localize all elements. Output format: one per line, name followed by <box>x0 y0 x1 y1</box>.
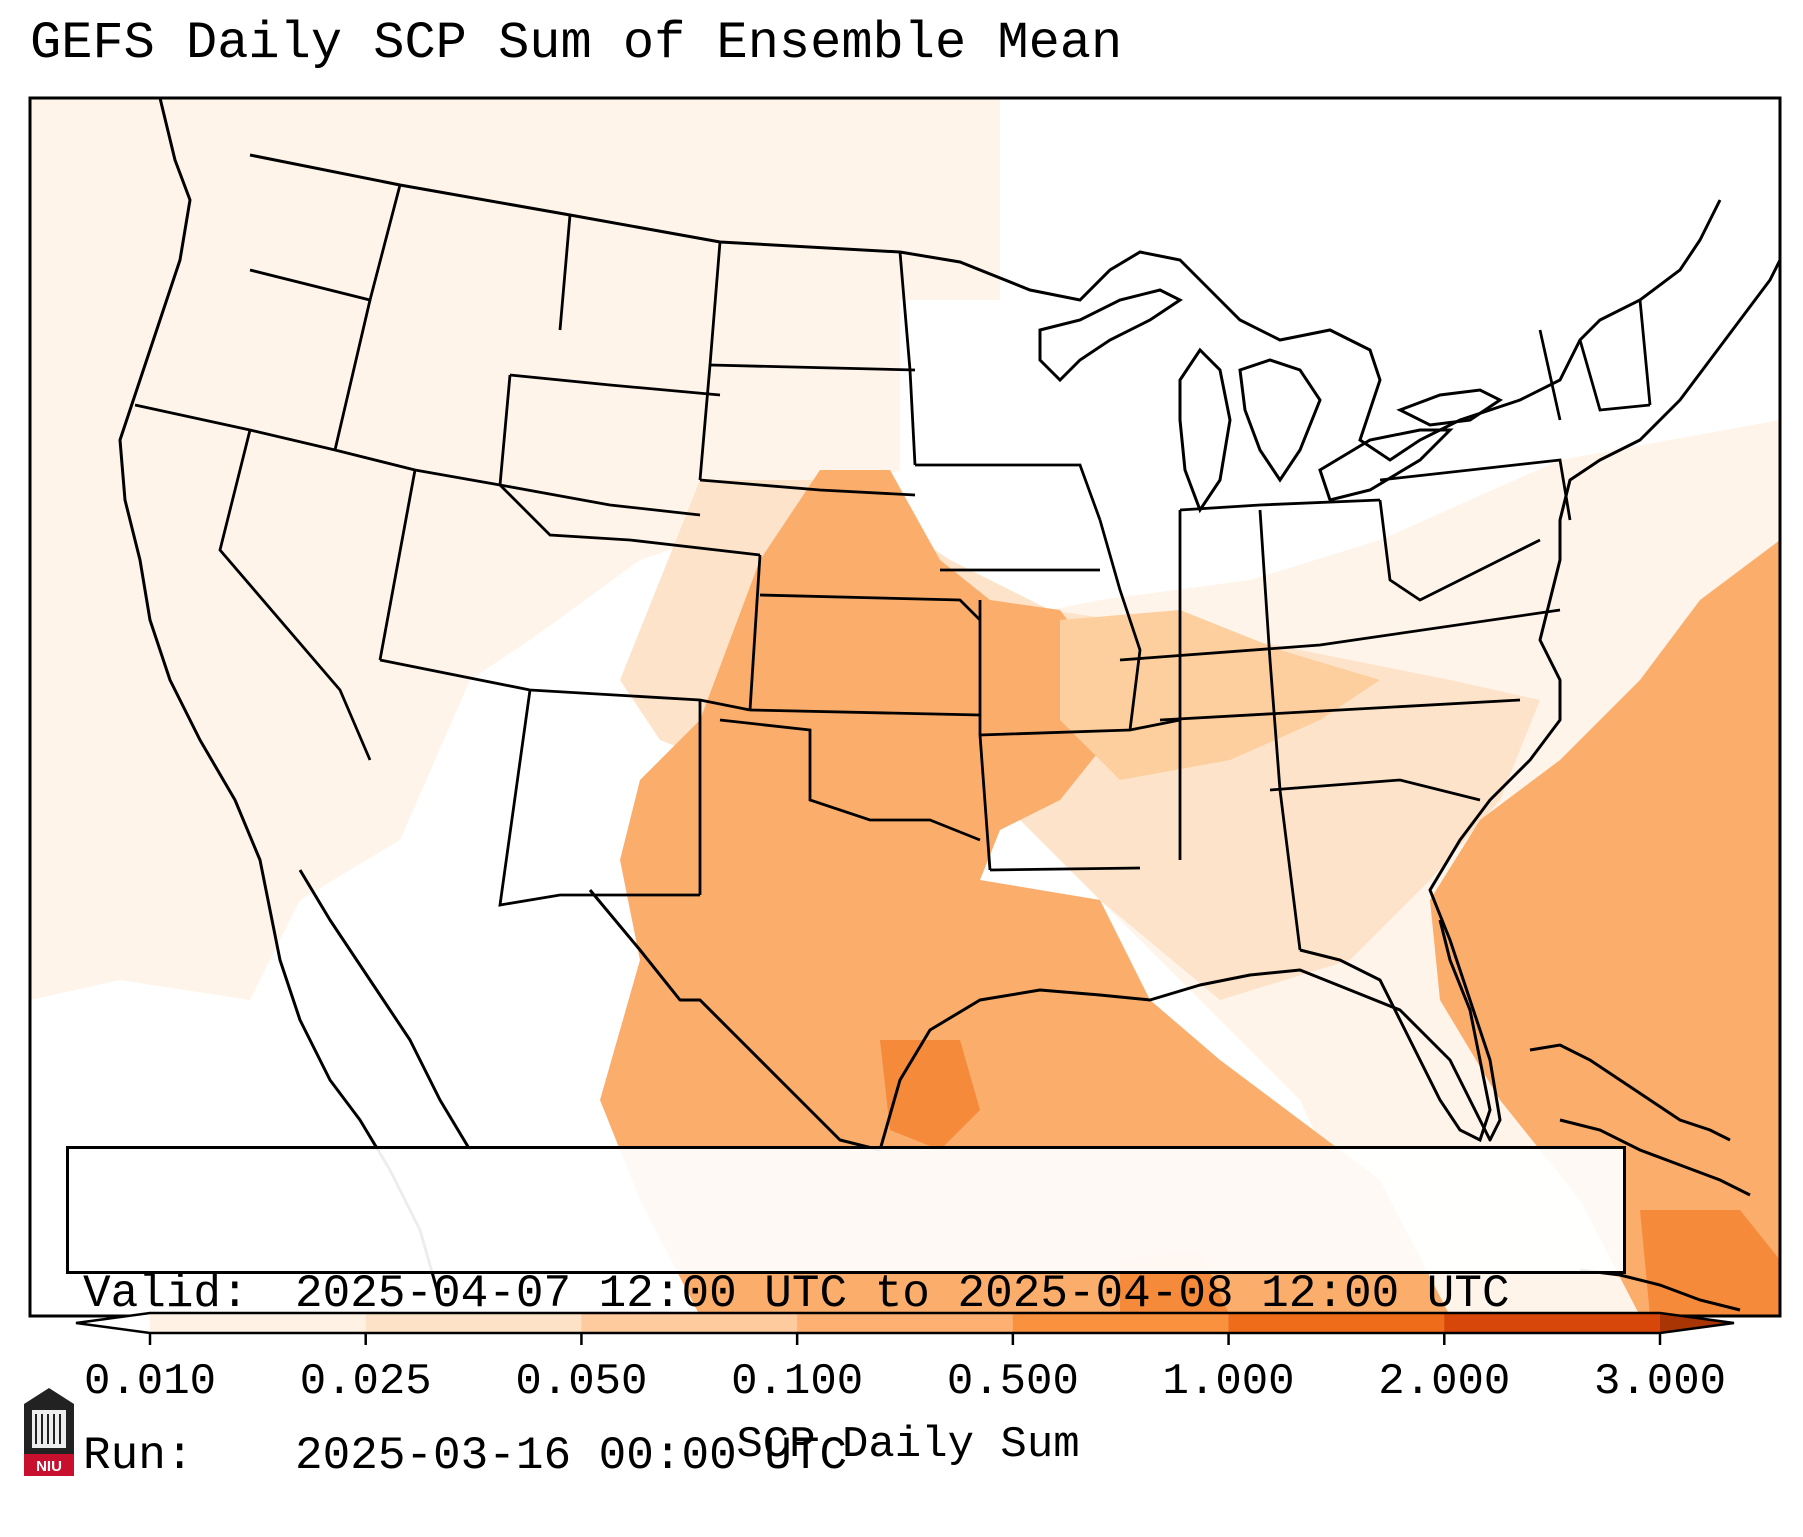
colorbar-tick-label: 1.000 <box>1162 1357 1295 1407</box>
scp-field-main <box>600 470 1450 1316</box>
colorbar-tick-label: 3.000 <box>1593 1357 1727 1407</box>
colorbar-tick-label: 0.500 <box>946 1357 1079 1407</box>
colorbar-tick-label: 0.025 <box>299 1357 432 1407</box>
svg-text:NIU: NIU <box>36 1458 62 1475</box>
run-row: Run: 2025-03-16 00:00 UTC <box>83 1429 1609 1483</box>
colorbar-tick-label: 2.000 <box>1378 1357 1511 1407</box>
state-boundaries <box>134 184 1652 951</box>
info-box: Valid: 2025-04-07 12:00 UTC to 2025-04-08… <box>66 1146 1626 1482</box>
valid-value: 2025-04-07 12:00 UTC to 2025-04-08 12:00… <box>295 1268 1510 1320</box>
us-canada-border <box>249 153 1722 462</box>
valid-row: Valid: 2025-04-07 12:00 UTC to 2025-04-08… <box>83 1267 1609 1321</box>
map <box>28 96 1782 1318</box>
coastline <box>118 98 1780 1301</box>
page-title: GEFS Daily SCP Sum of Ensemble Mean <box>30 14 1123 73</box>
colorbar-tick-label: 0.100 <box>731 1357 864 1407</box>
colorbar-tick-label: 0.010 <box>83 1357 217 1407</box>
colorbar-title: SCP Daily Sum <box>736 1420 1080 1470</box>
scp-field-faint <box>30 98 1000 1000</box>
great-lakes <box>1038 288 1503 514</box>
colorbar-tick-label: 0.050 <box>515 1357 648 1407</box>
valid-label: Valid: <box>83 1268 249 1320</box>
scp-field-main-atlantic <box>1430 540 1780 1316</box>
scp-field-strong-texas <box>880 1040 980 1150</box>
florida-coast <box>1299 919 1492 1143</box>
niu-logo: NIU <box>24 1388 74 1476</box>
run-value: 2025-03-16 00:00 UTC <box>295 1430 848 1482</box>
run-label: Run: <box>83 1430 194 1482</box>
